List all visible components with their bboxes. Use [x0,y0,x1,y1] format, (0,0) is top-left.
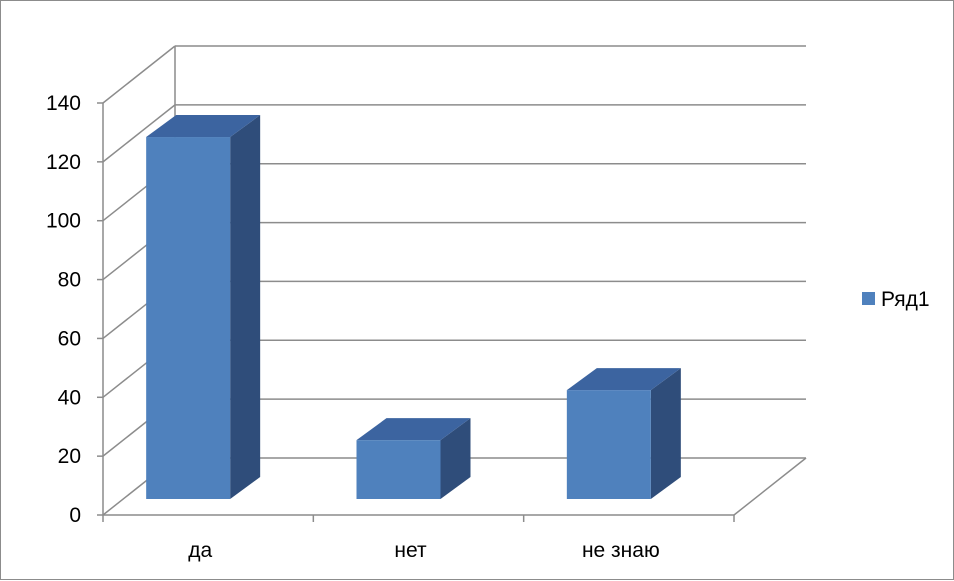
bar-side [440,418,471,499]
bar [146,115,261,500]
x-tick-label: да [188,539,212,562]
y-tick-label: 60 [58,327,81,350]
bar-top [146,115,261,138]
bar-side [650,368,681,499]
bar-front [356,440,441,499]
bar-side [230,115,261,500]
legend-swatch [862,292,875,305]
bars [146,115,681,500]
x-tick-label: не знаю [582,539,660,562]
x-tick-label: нет [394,539,427,562]
bar [356,418,471,499]
gridline-side [102,104,176,163]
y-tick-label: 100 [46,210,81,233]
y-tick-label: 20 [58,445,81,468]
axis-labels: 0 20 40 60 80 100 120 140 да нет не знаю [46,92,660,562]
y-tick-label: 140 [46,92,81,115]
legend-label: Ряд1 [881,288,930,311]
bar-front [146,137,231,499]
y-tick-label: 120 [46,151,81,174]
axes [97,102,735,522]
bar-top [356,418,471,441]
bar [566,368,681,499]
gridlines [102,45,806,516]
legend: Ряд1 [862,288,930,311]
y-tick-label: 40 [58,386,81,409]
y-tick-label: 80 [58,269,81,292]
y-tick-label: 0 [69,504,81,527]
floor-right-edge [733,457,807,516]
bar-front [566,390,651,499]
gridline-side [102,45,176,104]
legend-item: Ряд1 [862,288,930,311]
bar-top [566,368,681,391]
